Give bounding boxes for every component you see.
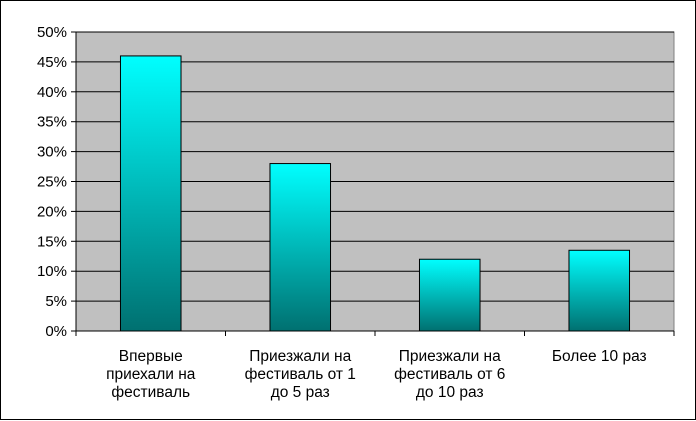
bar [119,55,182,332]
x-tick-label: Впервые приехали на фестиваль [106,348,196,401]
y-tick-label: 20% [37,203,67,220]
y-tick-label: 30% [37,144,67,161]
x-tick-label: Приезжали на фестиваль от 6 до 10 раз [394,348,505,401]
y-tick-label: 40% [37,84,67,101]
y-tick-label: 25% [37,174,67,191]
x-tick-label: Более 10 раз [552,348,647,365]
y-tick-label: 45% [37,54,67,71]
bar [269,163,332,332]
y-tick-label: 35% [37,114,67,131]
y-tick-label: 5% [45,293,67,310]
y-tick-label: 10% [37,263,67,280]
bar [418,258,481,332]
x-tick-label: Приезжали на фестиваль от 1 до 5 раз [245,348,356,401]
y-tick-label: 50% [37,24,67,41]
y-tick-label: 0% [45,323,67,340]
y-tick-label: 15% [37,233,67,250]
bar [568,249,631,332]
